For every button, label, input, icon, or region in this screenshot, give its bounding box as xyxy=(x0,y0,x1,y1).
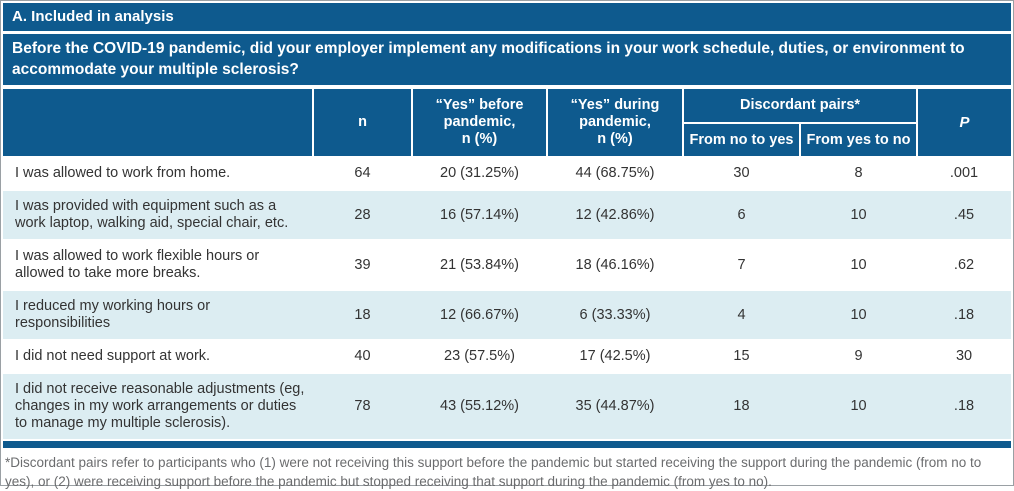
cell-from-yes-to-no: 9 xyxy=(800,339,918,373)
header-item xyxy=(3,87,314,158)
cell-from-yes-to-no: 10 xyxy=(800,372,918,439)
cell-yes-before: 21 (53.84%) xyxy=(412,239,547,290)
cell-from-no-to-yes: 4 xyxy=(683,289,800,340)
cell-yes-before: 12 (66.67%) xyxy=(412,289,547,340)
cell-yes-before: 20 (31.25%) xyxy=(412,156,547,190)
table-row: I reduced my working hours or responsibi… xyxy=(3,289,1012,340)
table-row: I did not need support at work. 40 23 (57.… xyxy=(3,339,1012,373)
cell-yes-during: 12 (42.86%) xyxy=(547,189,683,240)
cell-p-value: .62 xyxy=(917,239,1012,290)
survey-question: Before the COVID-19 pandemic, did your e… xyxy=(3,34,1011,85)
header-from-no-to-yes: From no to yes xyxy=(682,122,801,158)
cell-yes-before: 43 (55.12%) xyxy=(412,372,547,439)
cell-n: 64 xyxy=(313,156,412,190)
row-label: I was allowed to work flexible hours or … xyxy=(3,239,313,290)
cell-from-no-to-yes: 30 xyxy=(683,156,800,190)
cell-n: 78 xyxy=(313,372,412,439)
cell-yes-before: 16 (57.14%) xyxy=(412,189,547,240)
cell-yes-during: 6 (33.33%) xyxy=(547,289,683,340)
header-p-value: P xyxy=(916,87,1012,158)
cell-from-yes-to-no: 10 xyxy=(800,189,918,240)
cell-from-yes-to-no: 8 xyxy=(800,156,918,190)
header-yes-during: “Yes” during pandemic, n (%) xyxy=(546,87,684,158)
row-label: I reduced my working hours or responsibi… xyxy=(3,289,313,340)
cell-from-no-to-yes: 7 xyxy=(683,239,800,290)
table-row: I was allowed to work flexible hours or … xyxy=(3,239,1012,290)
cell-yes-during: 35 (44.87%) xyxy=(547,372,683,439)
cell-n: 18 xyxy=(313,289,412,340)
table-body: I was allowed to work from home. 64 20 (31… xyxy=(3,156,1012,439)
header-yes-before: “Yes” before pandemic, n (%) xyxy=(411,87,548,158)
row-label: I was provided with equipment such as a … xyxy=(3,189,313,240)
row-label: I was allowed to work from home. xyxy=(3,156,313,190)
cell-from-yes-to-no: 10 xyxy=(800,239,918,290)
table-row: I did not receive reasonable adjustments… xyxy=(3,372,1012,439)
table-header: n “Yes” before pandemic, n (%) “Yes” dur… xyxy=(3,87,1012,158)
panel-title: A. Included in analysis xyxy=(3,3,1011,31)
header-from-yes-to-no: From yes to no xyxy=(798,122,919,158)
cell-n: 39 xyxy=(313,239,412,290)
cell-yes-before: 23 (57.5%) xyxy=(412,339,547,373)
table-bottom-rule xyxy=(3,441,1011,448)
cell-p-value: .18 xyxy=(917,372,1012,439)
row-label: I did not need support at work. xyxy=(3,339,313,373)
results-table: n “Yes” before pandemic, n (%) “Yes” dur… xyxy=(3,87,1012,439)
cell-yes-during: 44 (68.75%) xyxy=(547,156,683,190)
cell-yes-during: 17 (42.5%) xyxy=(547,339,683,373)
cell-n: 40 xyxy=(313,339,412,373)
cell-p-value: .001 xyxy=(917,156,1012,190)
table-row: I was provided with equipment such as a … xyxy=(3,189,1012,240)
cell-p-value: .45 xyxy=(917,189,1012,240)
header-discordant-pairs: Discordant pairs* xyxy=(681,87,919,124)
cell-yes-during: 18 (46.16%) xyxy=(547,239,683,290)
cell-p-value: 30 xyxy=(917,339,1012,373)
cell-from-no-to-yes: 15 xyxy=(683,339,800,373)
discordant-pairs-footnote: *Discordant pairs refer to participants … xyxy=(5,455,982,489)
table-row: I was allowed to work from home. 64 20 (31… xyxy=(3,156,1012,190)
cell-p-value: .18 xyxy=(917,289,1012,340)
cell-from-no-to-yes: 6 xyxy=(683,189,800,240)
row-label: I did not receive reasonable adjustments… xyxy=(3,372,313,439)
header-n: n xyxy=(312,87,413,158)
cell-from-no-to-yes: 18 xyxy=(683,372,800,439)
cell-from-yes-to-no: 10 xyxy=(800,289,918,340)
cell-n: 28 xyxy=(313,189,412,240)
